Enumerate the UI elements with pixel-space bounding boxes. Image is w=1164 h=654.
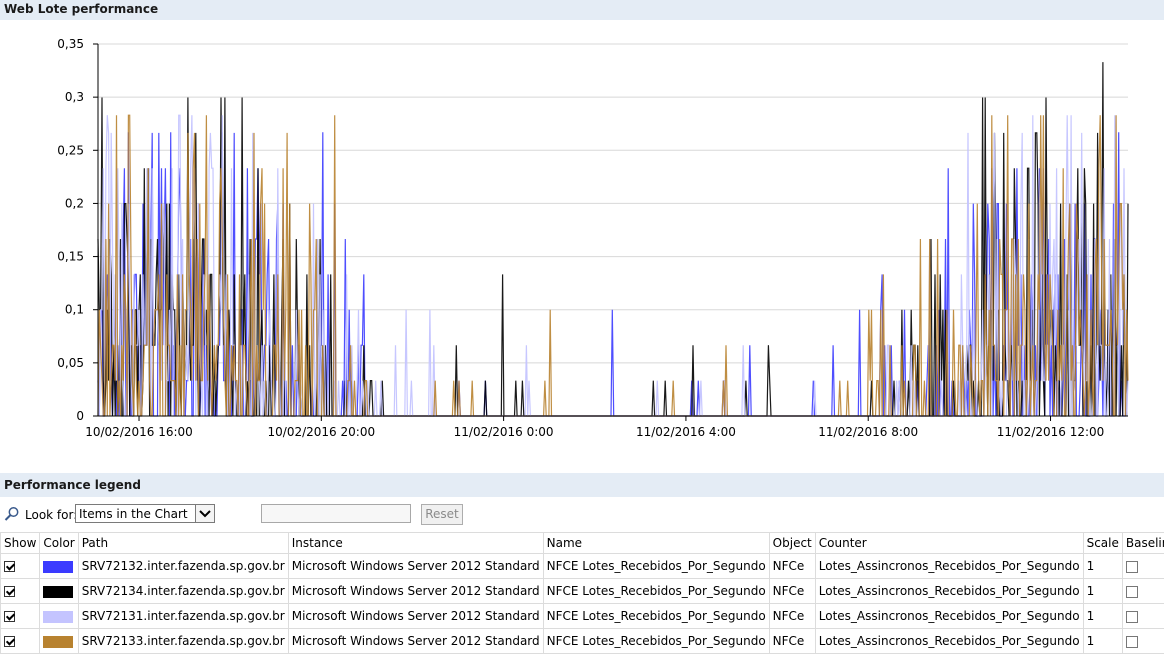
x-tick-label: 11/02/2016 8:00 <box>818 425 918 439</box>
instance-cell: Microsoft Windows Server 2012 Standard <box>288 629 543 654</box>
look-for-label: Look for: <box>25 508 77 522</box>
y-tick-label: 0,3 <box>65 90 84 104</box>
x-tick-label: 11/02/2016 4:00 <box>636 425 736 439</box>
col-object[interactable]: Object <box>769 533 815 554</box>
baseline-cell <box>1122 629 1164 654</box>
scale-cell: 1 <box>1083 604 1122 629</box>
baseline-checkbox[interactable] <box>1126 611 1138 623</box>
performance-chart: 0 0,05 0,1 0,15 0,2 0,25 0,3 0,35 10/02/2016 16:… <box>0 20 1164 450</box>
baseline-cell <box>1122 579 1164 604</box>
col-path[interactable]: Path <box>78 533 288 554</box>
show-checkbox[interactable] <box>4 636 15 647</box>
baseline-checkbox[interactable] <box>1126 561 1138 573</box>
y-tick-label: 0,15 <box>57 250 84 264</box>
instance-cell: Microsoft Windows Server 2012 Standard <box>288 554 543 579</box>
legend-section-title: Performance legend <box>0 473 1164 497</box>
scale-cell: 1 <box>1083 579 1122 604</box>
show-checkbox[interactable] <box>4 586 15 597</box>
show-cell <box>1 554 40 579</box>
color-cell <box>40 579 78 604</box>
color-cell <box>40 604 78 629</box>
name-cell: NFCE Lotes_Recebidos_Por_Segundo <box>543 604 769 629</box>
y-tick-label: 0,2 <box>65 196 84 210</box>
col-baseline[interactable]: Baseline <box>1122 533 1164 554</box>
path-cell: SRV72133.inter.fazenda.sp.gov.br <box>78 629 288 654</box>
look-for-select[interactable]: Items in the Chart <box>75 504 215 523</box>
legend-toolbar: Look for: Items in the Chart Reset <box>4 503 1104 527</box>
y-tick-label: 0,35 <box>57 37 84 51</box>
baseline-checkbox[interactable] <box>1126 636 1138 648</box>
color-cell <box>40 554 78 579</box>
show-cell <box>1 629 40 654</box>
filter-input[interactable] <box>261 504 411 523</box>
show-checkbox[interactable] <box>4 611 15 622</box>
chart-section-title: Web Lote performance <box>0 0 1164 20</box>
col-show[interactable]: Show <box>1 533 40 554</box>
name-cell: NFCE Lotes_Recebidos_Por_Segundo <box>543 554 769 579</box>
color-swatch[interactable] <box>43 636 73 648</box>
instance-cell: Microsoft Windows Server 2012 Standard <box>288 579 543 604</box>
show-cell <box>1 579 40 604</box>
y-tick-label: 0,1 <box>65 303 84 317</box>
path-cell: SRV72132.inter.fazenda.sp.gov.br <box>78 554 288 579</box>
show-checkbox[interactable] <box>4 561 15 572</box>
object-cell: NFCe <box>769 579 815 604</box>
x-tick-label: 10/02/2016 16:00 <box>85 425 193 439</box>
name-cell: NFCE Lotes_Recebidos_Por_Segundo <box>543 579 769 604</box>
object-cell: NFCe <box>769 629 815 654</box>
counter-cell: Lotes_Assincronos_Recebidos_Por_Segundo <box>815 604 1083 629</box>
instance-cell: Microsoft Windows Server 2012 Standard <box>288 604 543 629</box>
look-for-value: Items in the Chart <box>79 507 188 521</box>
legend-header-row: Show Color Path Instance Name Object Cou… <box>1 533 1164 554</box>
chevron-down-icon[interactable] <box>195 505 214 522</box>
color-swatch[interactable] <box>43 611 73 623</box>
y-tick-label: 0,05 <box>57 356 84 370</box>
object-cell: NFCe <box>769 604 815 629</box>
y-tick-label: 0 <box>76 409 84 423</box>
scale-cell: 1 <box>1083 554 1122 579</box>
object-cell: NFCe <box>769 554 815 579</box>
col-scale[interactable]: Scale <box>1083 533 1122 554</box>
legend-table: Show Color Path Instance Name Object Cou… <box>0 532 1164 654</box>
col-instance[interactable]: Instance <box>288 533 543 554</box>
path-cell: SRV72134.inter.fazenda.sp.gov.br <box>78 579 288 604</box>
name-cell: NFCE Lotes_Recebidos_Por_Segundo <box>543 629 769 654</box>
baseline-cell <box>1122 604 1164 629</box>
counter-cell: Lotes_Assincronos_Recebidos_Por_Segundo <box>815 579 1083 604</box>
counter-cell: Lotes_Assincronos_Recebidos_Por_Segundo <box>815 554 1083 579</box>
path-cell: SRV72131.inter.fazenda.sp.gov.br <box>78 604 288 629</box>
col-color[interactable]: Color <box>40 533 78 554</box>
x-tick-label: 10/02/2016 20:00 <box>268 425 376 439</box>
baseline-cell <box>1122 554 1164 579</box>
color-swatch[interactable] <box>43 561 73 573</box>
baseline-checkbox[interactable] <box>1126 586 1138 598</box>
show-cell <box>1 604 40 629</box>
magnifier-icon <box>4 506 20 522</box>
y-tick-label: 0,25 <box>57 143 84 157</box>
color-swatch[interactable] <box>43 586 73 598</box>
color-cell <box>40 629 78 654</box>
x-tick-label: 11/02/2016 0:00 <box>454 425 554 439</box>
col-name[interactable]: Name <box>543 533 769 554</box>
col-counter[interactable]: Counter <box>815 533 1083 554</box>
reset-button[interactable]: Reset <box>421 504 463 525</box>
counter-cell: Lotes_Assincronos_Recebidos_Por_Segundo <box>815 629 1083 654</box>
scale-cell: 1 <box>1083 629 1122 654</box>
x-tick-label: 11/02/2016 12:00 <box>997 425 1105 439</box>
